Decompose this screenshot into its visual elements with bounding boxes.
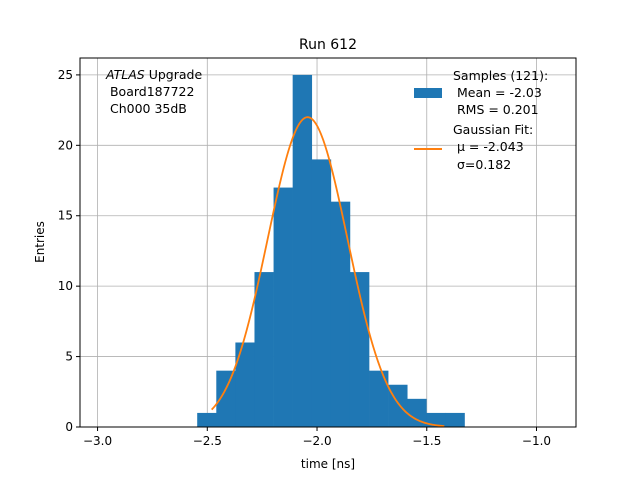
plot-frame [79,57,577,428]
legend: Samples (121): Mean = -2.03 RMS = 0.201 … [414,68,548,172]
legend-samples-line-2: Mean = -2.03 [453,85,542,100]
gaussian-fit [211,116,445,428]
upgrade-label: Upgrade [145,67,203,82]
annotation-line-1: ATLAS Upgrade [105,67,202,82]
y-tick-label: 10 [58,279,73,293]
histogram-bar [197,412,217,427]
x-tick-label: −2.5 [193,434,222,448]
histogram-bar [254,272,274,427]
channel-label: Ch000 35dB [106,101,187,116]
legend-fit-line-1: Gaussian Fit: [453,122,533,137]
histogram-bar [273,187,293,427]
x-axis-label: time [ns] [301,457,355,471]
histogram-bar [216,370,236,427]
y-tick-label: 20 [58,138,73,152]
y-tick-label: 25 [58,68,73,82]
atlas-label: ATLAS [105,67,145,82]
histogram-bar [330,201,351,427]
histogram-bar [407,398,427,427]
histogram-bar [311,159,332,427]
legend-swatch-samples [414,88,442,98]
y-tick-label: 15 [58,209,73,223]
histogram-bar [349,272,370,427]
annotation-block: ATLAS Upgrade Board187722 Ch000 35dB [105,67,202,116]
histogram-bar [426,412,446,427]
histogram-bars [197,74,465,428]
board-label: Board187722 [106,84,194,99]
gaussian-fit-curve [211,116,445,428]
legend-samples-line-3: RMS = 0.201 [453,102,539,117]
histogram-bar [292,74,313,428]
x-tick-label: −1.0 [522,434,551,448]
histogram-bar [445,412,465,427]
legend-samples-line-1: Samples (121): [453,68,548,83]
x-tick-label: −1.5 [412,434,441,448]
legend-fit-line-2: μ = -2.043 [453,139,524,154]
x-tick-label: −3.0 [83,434,112,448]
y-tick-label: 5 [65,350,73,364]
axis-ticks: −3.0 −2.5 −2.0 −1.5 −1.0 0 5 10 15 20 25 [58,68,551,448]
legend-fit-line-3: σ=0.182 [453,157,511,172]
y-axis-label: Entries [33,221,47,263]
x-tick-label: −2.0 [302,434,331,448]
y-tick-label: 0 [65,420,73,434]
chart-title: Run 612 [299,37,357,53]
histogram-bar [369,370,389,427]
histogram-bar [235,342,255,427]
